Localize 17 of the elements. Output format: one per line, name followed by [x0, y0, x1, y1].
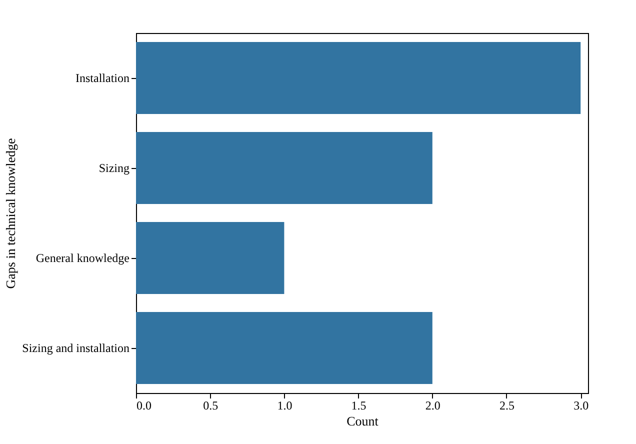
y-tick-label: Sizing: [98, 161, 130, 175]
y-axis-title: Gaps in technical knowledge: [3, 138, 18, 289]
bar: [136, 312, 432, 384]
bar: [136, 132, 432, 204]
x-tick-label: 2.0: [425, 398, 440, 412]
bar: [136, 42, 581, 114]
y-tick-label: General knowledge: [36, 251, 130, 265]
y-tick-label: Sizing and installation: [22, 341, 130, 355]
x-axis-title: Count: [346, 414, 379, 428]
y-tick-label: Installation: [76, 71, 130, 85]
x-tick-label: 1.0: [277, 398, 292, 412]
bar: [136, 222, 284, 294]
x-tick-label: 1.5: [351, 398, 366, 412]
x-tick-label: 0.5: [203, 398, 218, 412]
x-tick-label: 0.0: [136, 398, 152, 412]
x-tick-label: 2.5: [499, 398, 514, 412]
x-tick-label: 3.0: [574, 398, 589, 412]
